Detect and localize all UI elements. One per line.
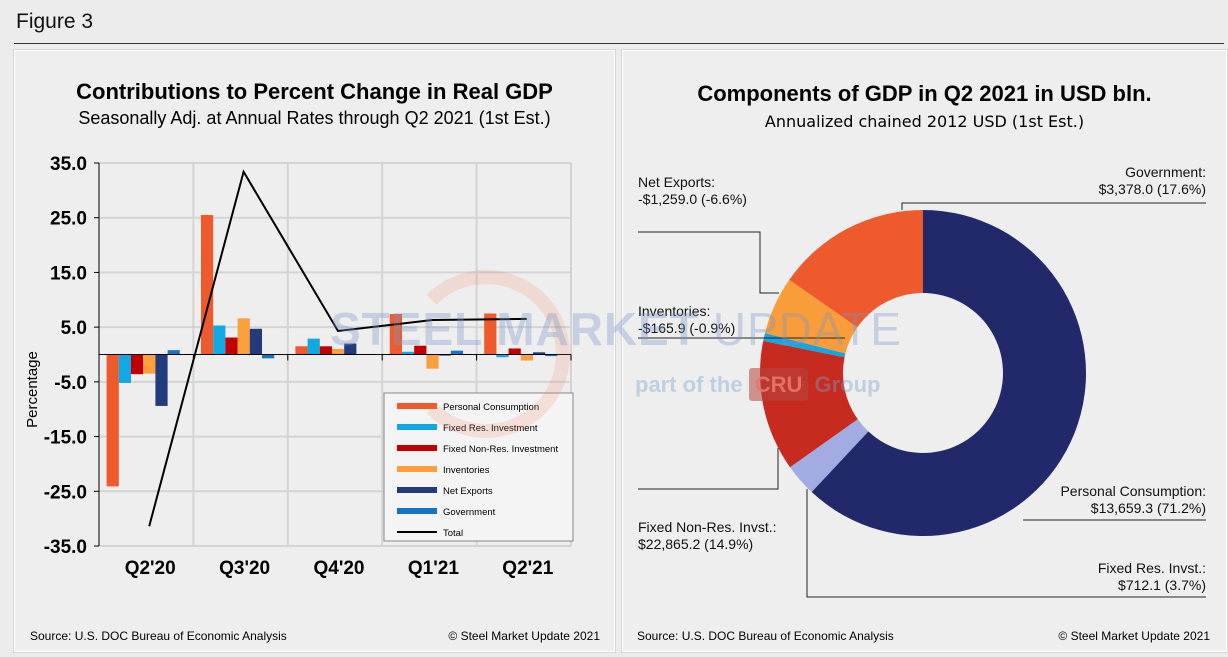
slice-label-value: -$165.9 (-0.9%) [638, 320, 736, 336]
bar-government [262, 354, 275, 359]
donut-chart-panel: Components of GDP in Q2 2021 in USD bln.… [622, 50, 1227, 652]
legend [383, 392, 574, 542]
slice-label-name: Inventories: [638, 303, 711, 319]
legend-label: Total [443, 528, 463, 539]
legend-swatch [397, 445, 437, 451]
bar-inventories [426, 354, 439, 369]
y-tick-label: 5.0 [61, 318, 87, 339]
x-tick-label: Q2'20 [125, 558, 176, 579]
bar-personal-consumption [106, 354, 119, 487]
slice-label: Inventories: -$165.9 (-0.9%) [638, 303, 735, 337]
bar-fixed-non-res-investment [319, 346, 332, 355]
slice-label: Personal Consumption: $13,659.3 (71.2%) [1060, 483, 1206, 517]
bar-chart-subtitle: Seasonally Adj. at Annual Rates through … [78, 108, 551, 128]
bar-chart-copyright: © Steel Market Update 2021 [448, 629, 600, 643]
legend-label: Fixed Res. Investment [443, 423, 538, 434]
bar-chart-panel: Contributions to Percent Change in Real … [14, 50, 615, 652]
slice-label: Fixed Non-Res. Invst.: $22,865.2 (14.9%) [638, 519, 777, 553]
bar-personal-consumption [201, 214, 214, 355]
bar-personal-consumption [484, 313, 497, 355]
x-tick-label: Q1'21 [408, 558, 459, 579]
title-divider [14, 43, 1224, 44]
x-tick-label: Q3'20 [219, 558, 270, 579]
leader-line [638, 448, 779, 490]
slice-personal-consumption [811, 210, 1086, 536]
bar-net-exports [155, 354, 168, 406]
bar-inventories [520, 354, 533, 361]
slice-label-value: -$1,259.0 (-6.6%) [638, 191, 747, 207]
legend-swatch [397, 424, 437, 430]
y-tick-label: -5.0 [54, 373, 87, 394]
bar-fixed-non-res-investment [131, 354, 144, 375]
bar-fixed-res-investment [213, 325, 226, 355]
bar-fixed-res-investment [118, 354, 131, 383]
y-tick-label: 25.0 [50, 209, 87, 230]
bar-government [450, 350, 463, 355]
slice-label-name: Government: [1125, 164, 1206, 180]
y-tick-label: 35.0 [50, 154, 87, 175]
leader-line [806, 489, 1206, 598]
bar-personal-consumption [389, 314, 402, 355]
x-tick-label: Q2'21 [502, 558, 553, 579]
legend-swatch [397, 508, 437, 514]
bar-fixed-non-res-investment [225, 337, 238, 355]
bar-fixed-res-investment [496, 354, 509, 358]
bar-net-exports [438, 354, 451, 356]
slice-fixed-res-invst [790, 419, 869, 493]
slice-label: Net Exports: -$1,259.0 (-6.6%) [638, 174, 747, 208]
bar-fixed-res-investment [307, 338, 320, 355]
y-tick-label: -25.0 [44, 482, 87, 503]
slice-label-value: $3,378.0 (17.6%) [1098, 181, 1206, 197]
bar-chart-title: Contributions to Percent Change in Real … [76, 79, 553, 104]
donut-chart-subtitle: Annualized chained 2012 USD (1st Est.) [764, 112, 1085, 131]
donut-chart-copyright: © Steel Market Update 2021 [1058, 629, 1210, 643]
y-tick-label: 15.0 [50, 263, 87, 284]
slice-label-value: $13,659.3 (71.2%) [1090, 500, 1206, 516]
bar-personal-consumption [295, 346, 308, 355]
donut-chart-source: Source: U.S. DOC Bureau of Economic Anal… [637, 629, 894, 643]
bar-inventories [143, 354, 156, 374]
leader-line [638, 231, 779, 294]
figure-title: Figure 3 [16, 10, 94, 33]
slice-government [789, 210, 923, 328]
bar-net-exports [249, 328, 262, 355]
legend-label: Personal Consumption [443, 402, 539, 413]
bar-fixed-non-res-investment [508, 348, 521, 355]
slice-net-exports [764, 279, 858, 354]
x-tick-label: Q4'20 [314, 558, 365, 579]
slice-label-name: Fixed Res. Invst.: [1097, 560, 1206, 576]
bar-inventories [332, 349, 345, 355]
bar-net-exports [344, 343, 357, 355]
bar-government [545, 354, 558, 357]
bar-government [167, 350, 180, 355]
legend-label: Government [443, 507, 496, 518]
legend-swatch [397, 403, 437, 409]
bar-chart: 35.0 25.0 15.0 5.0 -5.0 -15.0 -25.0 -35.0 Q2'20 Q… [24, 154, 574, 579]
slice-label-name: Fixed Non-Res. Invst.: [638, 519, 777, 535]
legend-label: Inventories [443, 465, 490, 476]
y-axis-label: Percentage [24, 351, 41, 428]
slice-label: Fixed Res. Invst.: $712.1 (3.7%) [1098, 560, 1206, 594]
line-total [148, 169, 527, 527]
bar-fixed-non-res-investment [414, 345, 427, 355]
y-tick-label: -35.0 [44, 537, 87, 558]
bar-net-exports [533, 352, 546, 355]
legend-label: Fixed Non-Res. Investment [443, 444, 558, 455]
slice-label: Government: $3,378.0 (17.6%) [1099, 164, 1206, 198]
slice-inventories [763, 333, 846, 358]
legend-swatch [397, 466, 437, 472]
slice-label-value: $22,865.2 (14.9%) [638, 536, 754, 552]
bar-inventories [237, 318, 250, 355]
legend-swatch [397, 487, 437, 493]
legend-label: Net Exports [443, 486, 493, 497]
bar-chart-source: Source: U.S. DOC Bureau of Economic Anal… [30, 629, 287, 643]
slice-label-name: Personal Consumption: [1060, 483, 1206, 499]
bar-fixed-res-investment [402, 351, 415, 355]
slice-label-name: Net Exports: [638, 174, 716, 190]
slice-label-value: $712.1 (3.7%) [1118, 577, 1206, 593]
donut-chart-title: Components of GDP in Q2 2021 in USD bln. [697, 81, 1152, 106]
y-tick-label: -15.0 [44, 428, 87, 449]
leader-line [901, 202, 1206, 210]
